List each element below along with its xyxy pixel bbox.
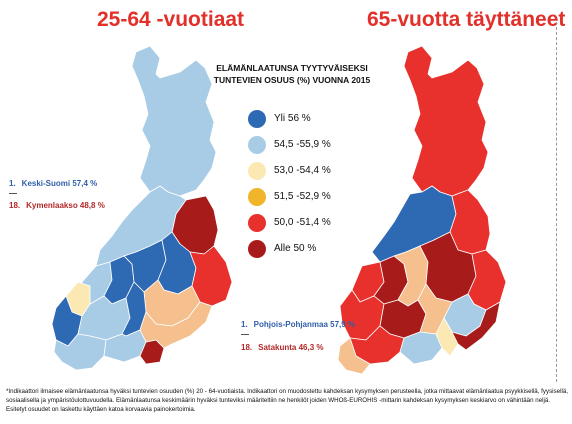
right-rank-separator bbox=[241, 334, 249, 335]
left-region-lappi[interactable] bbox=[131, 45, 217, 197]
right-edge-divider bbox=[556, 22, 557, 382]
left-worst-rank: 18. bbox=[9, 201, 21, 210]
right-worst-rank: 18. bbox=[241, 343, 253, 352]
legend-swatch bbox=[248, 213, 266, 232]
legend-swatch bbox=[248, 135, 266, 154]
left-rank-separator bbox=[9, 193, 17, 194]
legend-label: 50,0 -51,4 % bbox=[274, 217, 331, 228]
legend-label: 54,5 -55,9 % bbox=[274, 139, 331, 150]
legend-item: Yli 56 % bbox=[248, 106, 331, 131]
legend-item: 51,5 -52,9 % bbox=[248, 184, 331, 209]
left-best-region-label: 1. Keski-Suomi 57,4 % bbox=[9, 179, 97, 188]
right-best-rank: 1. bbox=[241, 320, 248, 329]
legend-swatch bbox=[248, 239, 266, 258]
legend: Yli 56 % 54,5 -55,9 % 53,0 -54,4 % 51,5 … bbox=[248, 106, 331, 262]
legend-swatch bbox=[248, 161, 266, 180]
left-worst-text: Kymenlaakso 48,8 % bbox=[26, 201, 105, 210]
right-best-region-label: 1. Pohjois-Pohjanmaa 57,9 % bbox=[241, 320, 355, 329]
left-map-title: 25-64 -vuotiaat bbox=[97, 8, 245, 31]
right-map-title: 65-vuotta täyttäneet bbox=[367, 8, 566, 31]
right-region-satakunta[interactable] bbox=[337, 337, 371, 375]
left-worst-region-label: 18. Kymenlaakso 48,8 % bbox=[9, 201, 105, 210]
legend-label: 51,5 -52,9 % bbox=[274, 191, 331, 202]
right-worst-text: Satakunta 46,3 % bbox=[258, 343, 324, 352]
left-region-etela-karjala[interactable] bbox=[139, 301, 213, 349]
legend-title-line1: ELÄMÄNLAATUNSA TYYTYVÄISEKSI bbox=[216, 63, 368, 73]
legend-label: 53,0 -54,4 % bbox=[274, 165, 331, 176]
legend-label: Yli 56 % bbox=[274, 113, 311, 124]
right-region-kainuu[interactable] bbox=[449, 189, 491, 255]
legend-item: 54,5 -55,9 % bbox=[248, 132, 331, 157]
legend-label: Alle 50 % bbox=[274, 243, 317, 254]
legend-swatch bbox=[248, 109, 266, 128]
right-region-lappi[interactable] bbox=[403, 45, 489, 197]
legend-item: 50,0 -51,4 % bbox=[248, 210, 331, 235]
legend-item: Alle 50 % bbox=[248, 236, 331, 261]
right-region-etela-karjala[interactable] bbox=[451, 301, 501, 351]
left-region-pohjois-karjala[interactable] bbox=[189, 245, 233, 307]
right-best-text: Pohjois-Pohjanmaa 57,9 % bbox=[253, 320, 356, 329]
right-worst-region-label: 18. Satakunta 46,3 % bbox=[241, 343, 324, 352]
right-finland-map bbox=[337, 45, 507, 375]
legend-title-line2: TUNTEVIEN OSUUS (%) VUONNA 2015 bbox=[213, 75, 371, 85]
left-best-rank: 1. bbox=[9, 179, 16, 188]
legend-swatch bbox=[248, 187, 266, 206]
footnote: *Indikaattori ilmaisee elämänlaatunsa hy… bbox=[6, 388, 568, 413]
legend-title: ELÄMÄNLAATUNSA TYYTYVÄISEKSI TUNTEVIEN O… bbox=[207, 62, 377, 86]
left-finland-map bbox=[51, 45, 233, 371]
left-best-text: Keski-Suomi 57,4 % bbox=[21, 179, 98, 188]
right-region-uusimaa[interactable] bbox=[399, 331, 443, 365]
legend-item: 53,0 -54,4 % bbox=[248, 158, 331, 183]
